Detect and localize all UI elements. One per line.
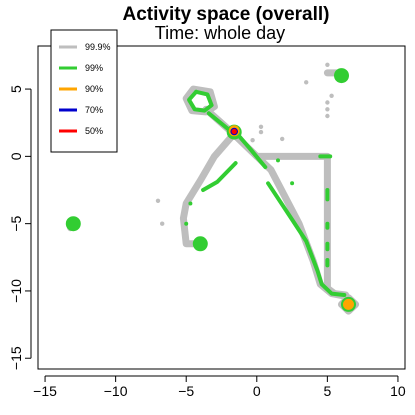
- contour-point: [276, 158, 280, 163]
- legend-label: 70%: [85, 105, 103, 115]
- contour-path: [179, 128, 240, 248]
- contour-point: [325, 100, 330, 105]
- y-tick-label: −10: [8, 279, 24, 303]
- plot-area: [65, 62, 360, 315]
- y-tick-label: 0: [8, 152, 24, 160]
- legend: 99.9% 99% 90% 70% 50%: [50, 29, 118, 153]
- contour-point: [250, 138, 255, 143]
- contour-point: [329, 93, 334, 99]
- y-tick-label: −15: [8, 346, 24, 370]
- contour-series: [231, 128, 237, 135]
- x-tick-label: 10: [390, 383, 406, 399]
- contour-point: [188, 201, 193, 206]
- contour-path: [187, 89, 214, 113]
- contour-blob: [343, 298, 354, 310]
- legend-label: 50%: [85, 126, 103, 136]
- contour-path: [266, 181, 347, 297]
- chart-subtitle: Time: whole day: [155, 23, 285, 43]
- legend-label: 99%: [85, 63, 103, 73]
- contour-point: [280, 136, 285, 142]
- contour-point: [184, 221, 189, 226]
- contour-path: [201, 161, 238, 192]
- x-tick-label: −15: [33, 383, 57, 399]
- contour-point: [325, 62, 330, 67]
- contour-point: [304, 80, 309, 85]
- contour-point: [290, 181, 295, 186]
- y-tick-label: −5: [8, 215, 24, 231]
- contour-blob: [334, 68, 349, 84]
- contour-blob: [192, 236, 208, 252]
- contour-blob: [231, 128, 237, 135]
- axes: −15 −10 −5 0 5 10 −15 −10 −5 0 5: [8, 45, 406, 399]
- x-tick-label: 5: [323, 383, 331, 399]
- contour-point: [160, 221, 165, 226]
- legend-label: 90%: [85, 84, 103, 94]
- contour-point: [258, 129, 264, 135]
- legend-label: 99.9%: [85, 42, 111, 52]
- chart-title: Activity space (overall): [123, 4, 330, 25]
- contour-point: [155, 198, 161, 203]
- x-tick-label: −10: [104, 383, 128, 399]
- contour-point: [258, 124, 264, 129]
- y-tick-label: 5: [8, 85, 24, 93]
- contour-point: [325, 107, 330, 112]
- contour-point: [325, 113, 330, 119]
- plot-frame: [37, 45, 406, 370]
- contour-blob: [65, 216, 81, 232]
- x-tick-label: 0: [253, 383, 261, 399]
- x-tick-label: −5: [178, 383, 194, 399]
